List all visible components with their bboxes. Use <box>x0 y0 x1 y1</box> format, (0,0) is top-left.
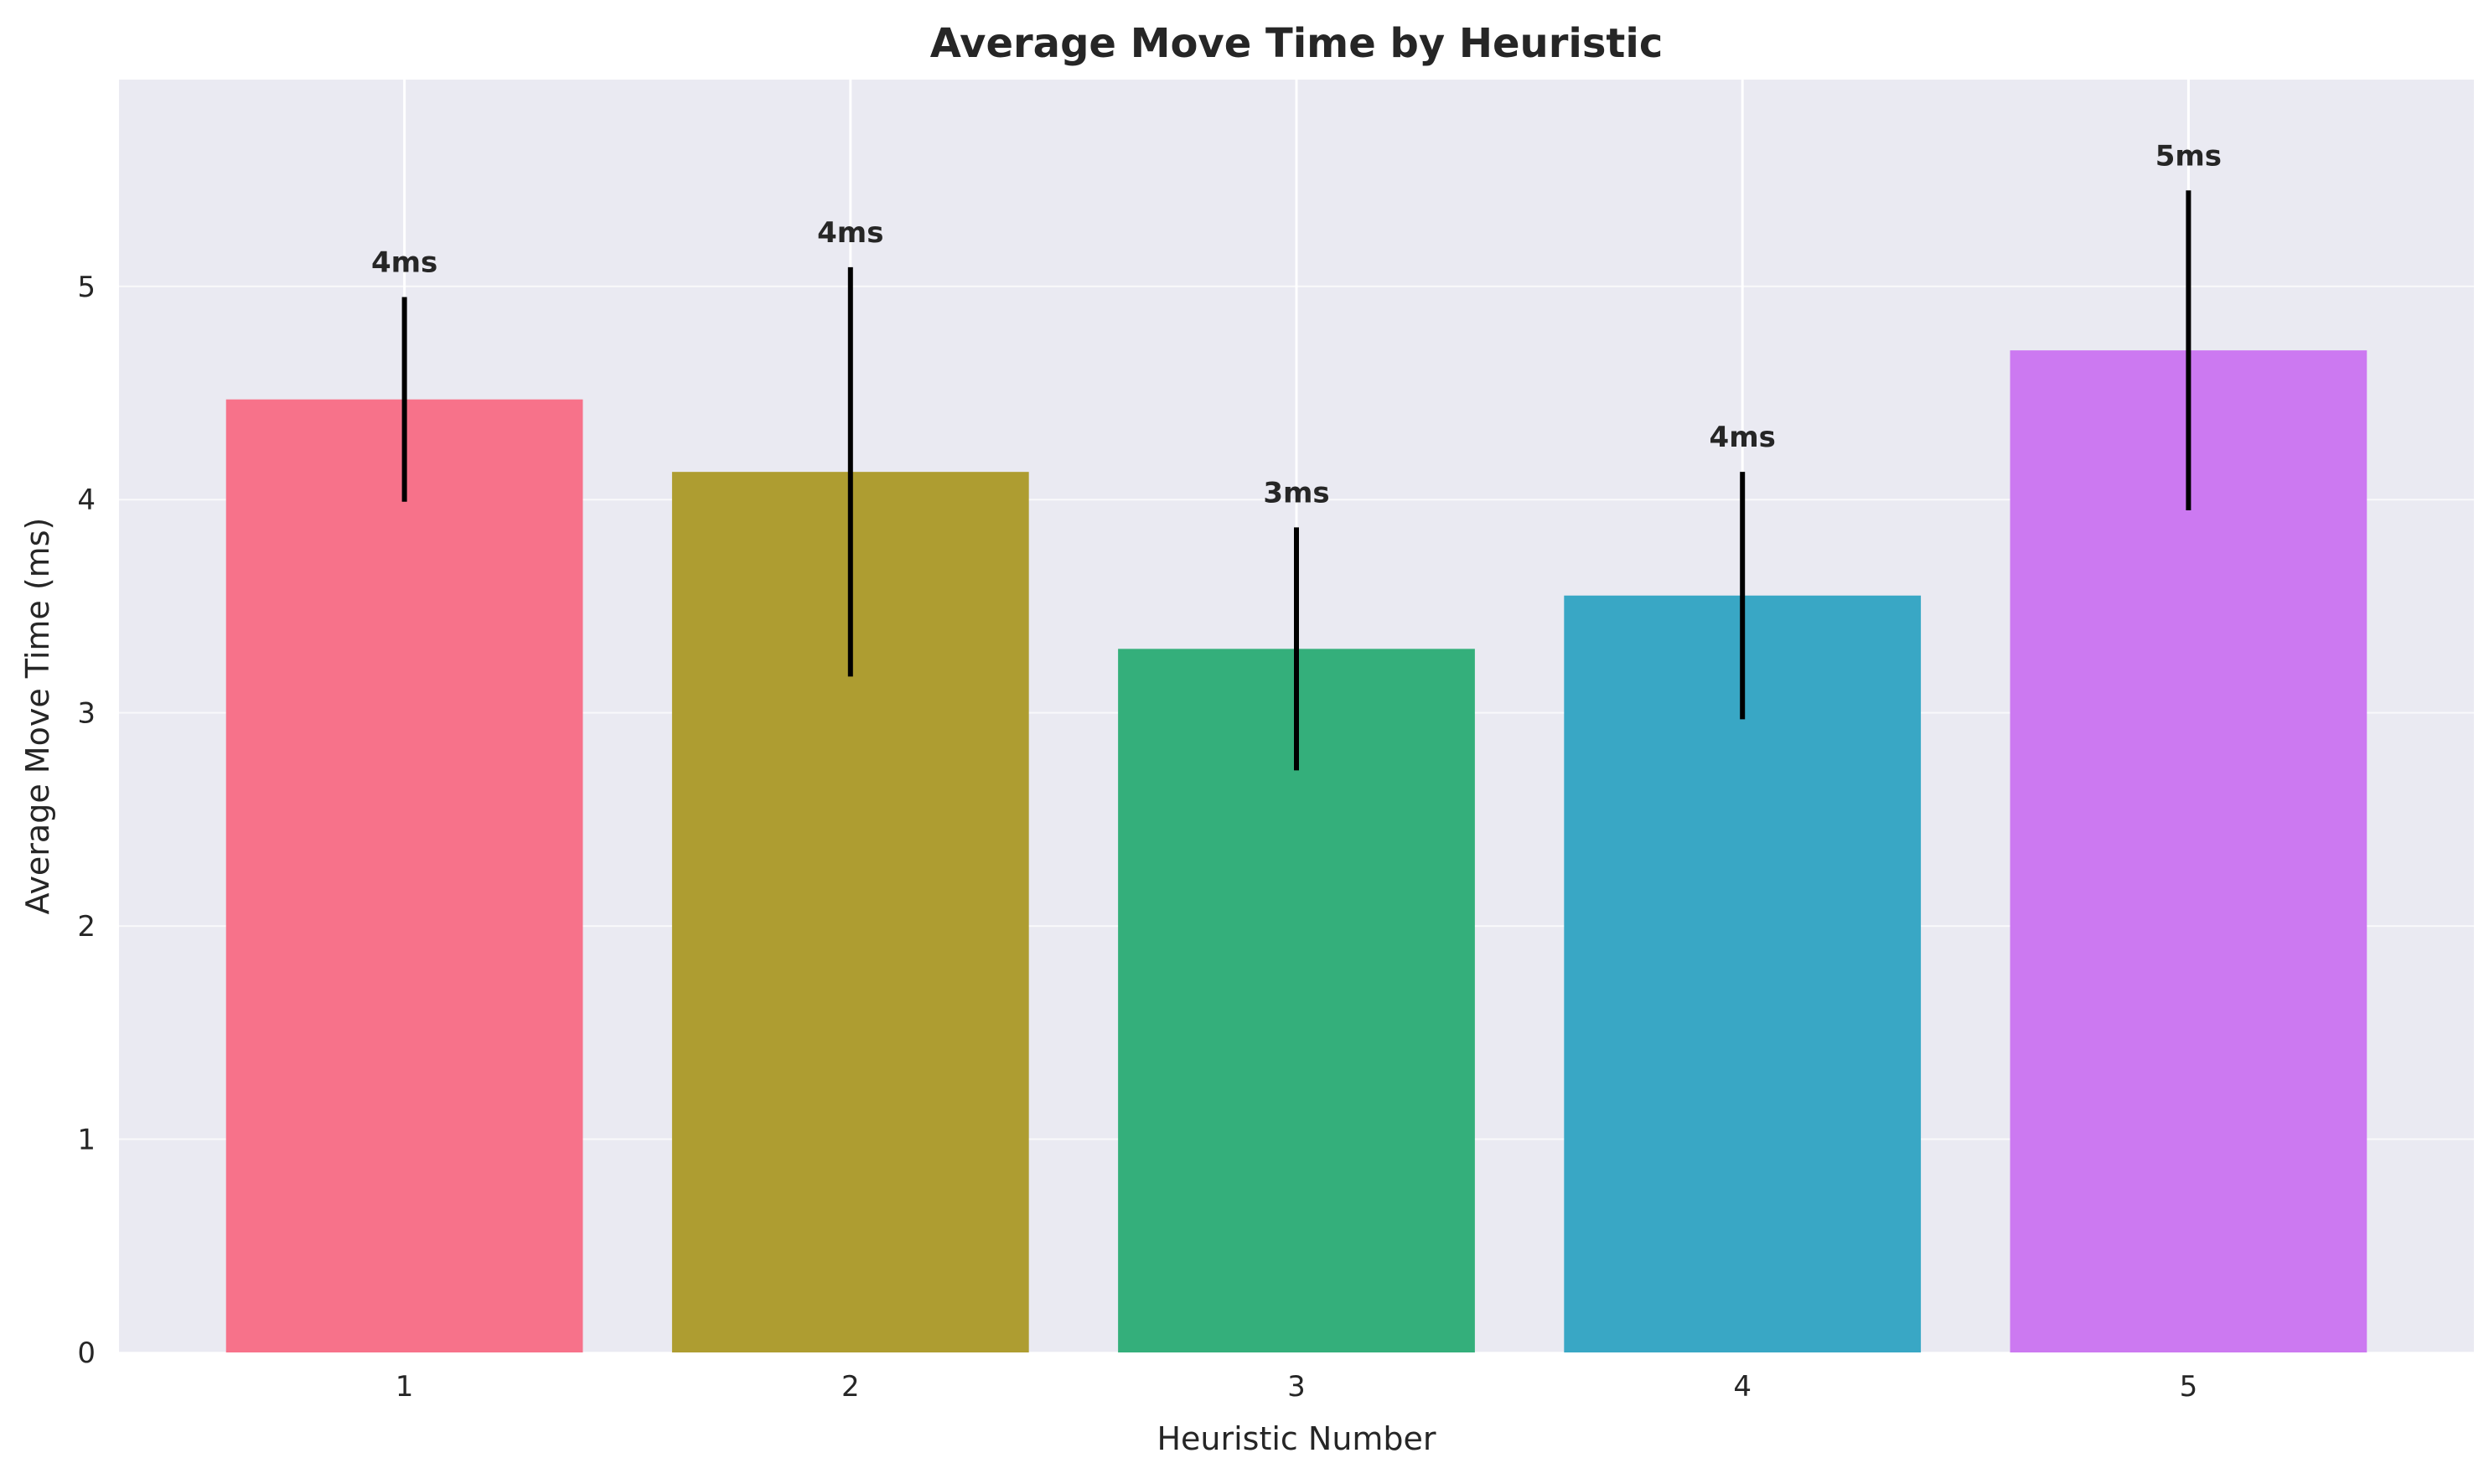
y-tick-label: 3 <box>77 697 96 731</box>
x-tick-label: 5 <box>2180 1370 2198 1404</box>
y-tick-label: 5 <box>77 271 96 304</box>
tick-labels: 1 2 3 4 5 0 1 2 3 4 5 <box>77 271 2197 1404</box>
bar-5 <box>2010 350 2367 1353</box>
y-tick-label: 0 <box>77 1337 96 1370</box>
error-bars <box>401 190 2191 771</box>
bar-4 <box>1564 595 1922 1352</box>
bar-1 <box>225 399 583 1352</box>
value-label-1: 4ms <box>371 246 437 280</box>
value-label-4: 4ms <box>1710 421 1776 454</box>
x-axis-label: Heuristic Number <box>1157 1420 1436 1457</box>
value-label-5: 5ms <box>2155 139 2222 173</box>
y-tick-label: 1 <box>77 1124 96 1157</box>
y-axis-label: Average Move Time (ms) <box>19 518 56 915</box>
x-tick-label: 1 <box>396 1370 414 1404</box>
y-tick-label: 2 <box>77 910 96 944</box>
value-label-3: 3ms <box>1263 476 1329 509</box>
x-tick-label: 4 <box>1733 1370 1752 1404</box>
y-tick-label: 4 <box>77 483 96 517</box>
value-labels: 4ms 4ms 3ms 4ms 5ms <box>371 139 2222 509</box>
x-tick-label: 3 <box>1287 1370 1306 1404</box>
value-label-2: 4ms <box>817 216 883 250</box>
chart-title: Average Move Time by Heuristic <box>930 20 1664 67</box>
x-tick-label: 2 <box>841 1370 860 1404</box>
